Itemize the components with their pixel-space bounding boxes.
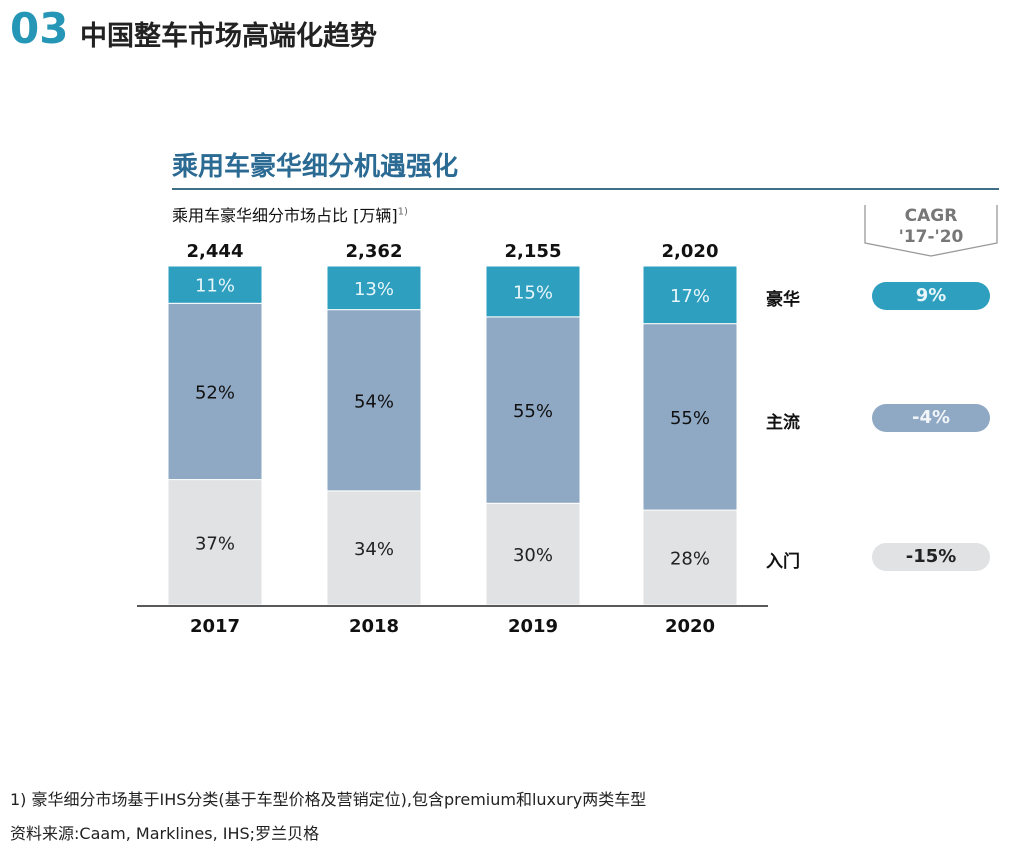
chart-subtitle: 乘用车豪华细分市场占比 [万辆]1): [172, 202, 408, 226]
x-tick-label: 2020: [665, 616, 715, 637]
bar-segment: [326, 265, 422, 311]
bar-segment-label: 37%: [195, 533, 235, 554]
x-tick-label: 2019: [508, 616, 558, 637]
legend-entry: 入门: [766, 552, 800, 572]
legend-luxury: 豪华: [766, 290, 800, 310]
bar-total-label: 2,155: [505, 241, 562, 262]
bar-segment-label: 17%: [670, 286, 710, 307]
title-divider: [172, 188, 999, 190]
bar-segment: [485, 316, 581, 504]
cagr-mainstream: -4%: [872, 404, 990, 432]
cagr-header-line2: '17-'20: [898, 227, 964, 247]
chart-subtitle-text: 乘用车豪华细分市场占比 [万辆]: [172, 206, 398, 225]
bar-segment: [326, 309, 422, 492]
footnote-marker: 1): [397, 206, 408, 218]
bar-segment-label: 30%: [513, 545, 553, 566]
source-note: 资料来源:Caam, Marklines, IHS;罗兰贝格: [10, 824, 320, 843]
bar-segment-label: 28%: [670, 549, 710, 570]
x-tick-label: 2017: [190, 616, 240, 637]
bar-segment: [485, 502, 581, 606]
section-number: 03: [10, 4, 69, 53]
bar-segment: [167, 265, 263, 304]
bar-segment: [642, 265, 738, 325]
cagr-header-line1: CAGR: [904, 206, 958, 226]
bar-segment-label: 52%: [195, 382, 235, 403]
footnote: 1) 豪华细分市场基于IHS分类(基于车型价格及营销定位),包含premium和…: [10, 790, 647, 809]
bar-segment: [167, 479, 263, 606]
bar-segment-label: 11%: [195, 276, 235, 297]
page-title: 中国整车市场高端化趋势: [80, 21, 377, 52]
chart-title: 乘用车豪华细分机遇强化: [172, 152, 459, 182]
x-tick-label: 2018: [349, 616, 399, 637]
bar-segment: [326, 490, 422, 606]
cagr-header-shape: [864, 205, 998, 257]
bar-segment: [642, 509, 738, 606]
legend-mainstream: 主流: [766, 413, 800, 433]
bar-total-label: 2,444: [187, 241, 244, 262]
bar-segment-label: 34%: [354, 539, 394, 560]
cagr-entry: -15%: [872, 543, 990, 571]
bar-segment: [642, 323, 738, 511]
bar-segment-label: 55%: [513, 401, 553, 422]
bar-segment-label: 55%: [670, 408, 710, 429]
bar-total-label: 2,362: [346, 241, 403, 262]
bar-segment: [167, 302, 263, 481]
bar-segment: [485, 265, 581, 318]
bar-segment-label: 54%: [354, 391, 394, 412]
bar-segment-label: 15%: [513, 282, 553, 303]
bar-segment-label: 13%: [354, 279, 394, 300]
cagr-header: CAGR '17-'20: [864, 206, 998, 248]
cagr-luxury: 9%: [872, 282, 990, 310]
bar-total-label: 2,020: [662, 241, 719, 262]
